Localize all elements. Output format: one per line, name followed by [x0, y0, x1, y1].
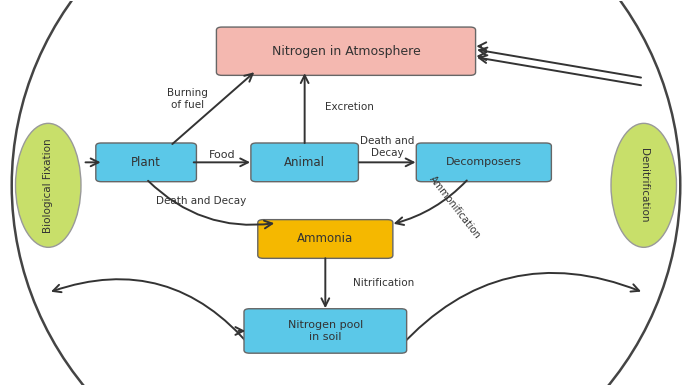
Text: Food: Food — [208, 150, 235, 160]
Text: Death and Decay: Death and Decay — [156, 196, 246, 206]
Text: Ammonia: Ammonia — [297, 232, 354, 245]
FancyBboxPatch shape — [258, 220, 393, 258]
FancyBboxPatch shape — [244, 309, 407, 353]
Text: Burning
of fuel: Burning of fuel — [167, 88, 208, 110]
Text: Death and
Decay: Death and Decay — [360, 136, 415, 158]
FancyBboxPatch shape — [417, 143, 552, 182]
Ellipse shape — [15, 124, 81, 247]
Ellipse shape — [611, 124, 677, 247]
Text: Denitrification: Denitrification — [639, 148, 648, 223]
FancyBboxPatch shape — [251, 143, 358, 182]
Text: Biological Fixation: Biological Fixation — [44, 138, 53, 233]
FancyBboxPatch shape — [95, 143, 197, 182]
Text: Nitrification: Nitrification — [353, 278, 414, 288]
Text: Animal: Animal — [284, 156, 325, 169]
Text: Nitrogen pool
in soil: Nitrogen pool in soil — [288, 320, 363, 342]
Text: Excretion: Excretion — [325, 102, 374, 112]
Text: Decomposers: Decomposers — [446, 157, 522, 168]
Text: Nitrogen in Atmosphere: Nitrogen in Atmosphere — [272, 45, 420, 58]
Text: Plant: Plant — [131, 156, 161, 169]
FancyBboxPatch shape — [217, 27, 475, 75]
Text: Ammonification: Ammonification — [428, 174, 482, 241]
